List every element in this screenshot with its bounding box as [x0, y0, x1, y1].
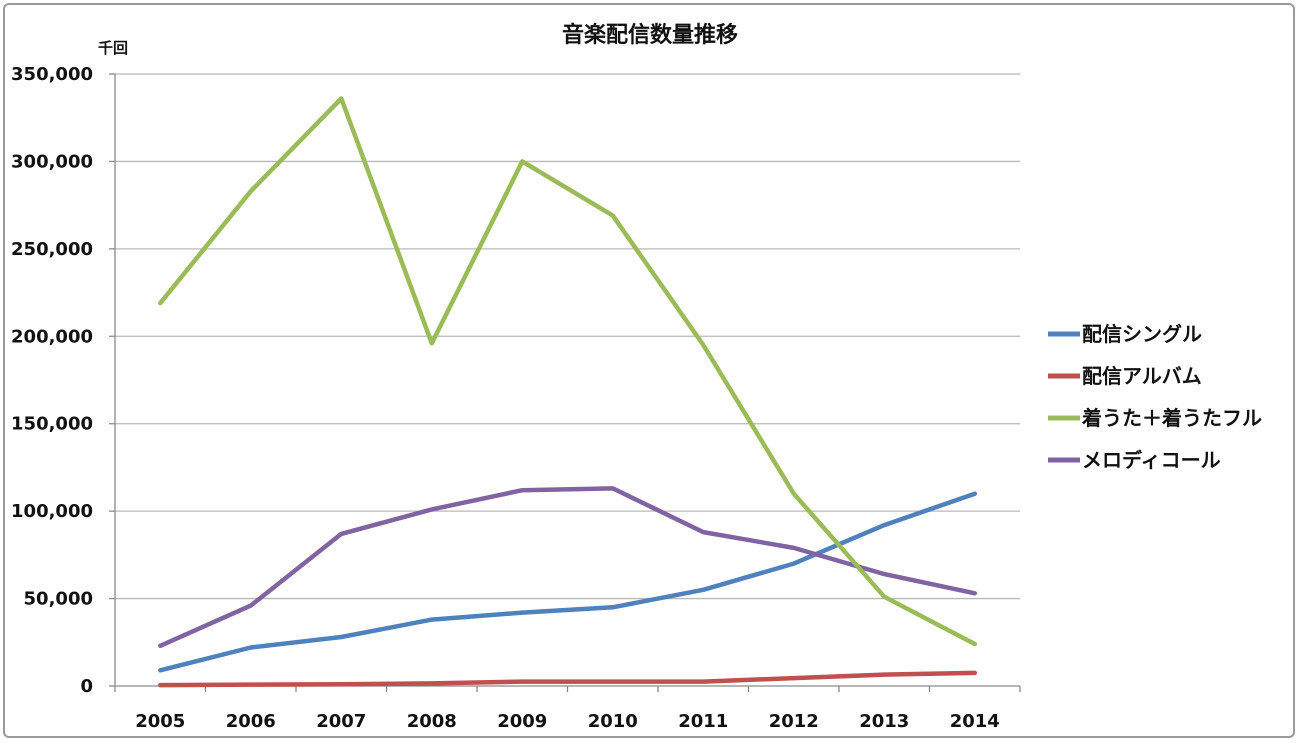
chart-frame — [3, 3, 1295, 738]
series-line — [158, 96, 978, 647]
series-line — [158, 486, 978, 649]
y-tick-label: 350,000 — [11, 64, 93, 85]
unit-label: 千回 — [98, 39, 128, 57]
x-tick-label: 2012 — [769, 711, 819, 732]
legend-label: メロディコール — [1082, 448, 1221, 472]
y-tick-label: 0 — [80, 676, 93, 697]
x-tick-label: 2010 — [588, 711, 638, 732]
series-line — [158, 670, 978, 688]
legend-label: 着うた＋着うたフル — [1081, 406, 1262, 430]
y-tick-label: 150,000 — [11, 414, 93, 435]
x-tick-label: 2014 — [950, 711, 1000, 732]
y-tick-label: 50,000 — [24, 589, 93, 610]
x-tick-label: 2005 — [135, 711, 185, 732]
y-tick-label: 300,000 — [11, 151, 93, 172]
x-axis-ticks: 2005 2006 2007 2008 2009 2010 2011 2012 2013 2014 — [114, 686, 1021, 732]
y-tick-label: 100,000 — [11, 501, 93, 522]
x-tick-label: 2011 — [678, 711, 728, 732]
x-tick-label: 2007 — [316, 711, 366, 732]
x-tick-label: 2009 — [497, 711, 547, 732]
y-tick-label: 200,000 — [11, 326, 93, 347]
y-tick-label: 250,000 — [11, 239, 93, 260]
legend-label: 配信シングル — [1082, 322, 1202, 346]
legend-label: 配信アルバム — [1082, 364, 1202, 388]
x-tick-label: 2013 — [859, 711, 909, 732]
x-tick-label: 2006 — [226, 711, 276, 732]
x-tick-label: 2008 — [407, 711, 457, 732]
y-axis-ticks: 0 50,000 100,000 150,000 200,000 250,000 300,0… — [11, 64, 93, 697]
chart-title: 音楽配信数量推移 — [562, 22, 738, 48]
series-lines — [158, 96, 978, 688]
